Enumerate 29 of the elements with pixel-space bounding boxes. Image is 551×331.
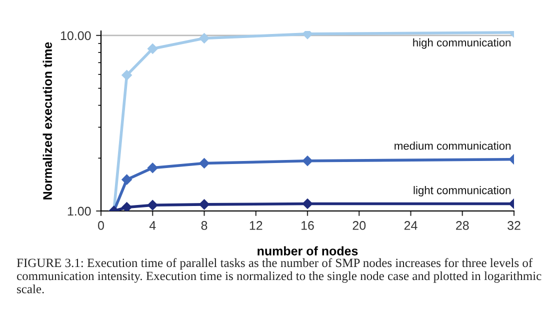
point [302, 156, 313, 166]
point [122, 202, 132, 211]
point [199, 158, 210, 168]
point [122, 70, 132, 80]
point [302, 31, 313, 40]
x-tick-label: 24 [404, 221, 418, 230]
x-tick-label: 16 [302, 221, 314, 230]
x-tick-label: 20 [352, 221, 366, 230]
point [199, 199, 210, 210]
x-tick-label: 28 [456, 221, 469, 230]
y-tick-label: 10.00 [60, 31, 91, 40]
x-tick-label: 32 [508, 221, 520, 230]
point [199, 33, 210, 44]
point [122, 174, 132, 185]
point [302, 198, 313, 209]
series-label: high communication [413, 38, 511, 49]
x-axis-title: number of nodes [258, 246, 358, 256]
series-label: medium communication [394, 142, 511, 150]
point [148, 44, 158, 54]
y-axis-title: Normalized execution time [42, 42, 52, 200]
series-label: light communication [414, 186, 511, 196]
x-tick-label: 8 [201, 221, 208, 230]
y-tick-label: 1.00 [68, 206, 91, 216]
x-tick-label: 4 [149, 221, 156, 230]
x-tick-label: 12 [250, 221, 262, 230]
caption: FIGURE 3.1: Execution time of parallel tasks as the number of SMP nodes increases for three levels of communication intensity. Execution time is normalized to the single node case and plotted in logarithmic scale. [16, 258, 542, 294]
point [148, 162, 158, 174]
x-tick-label: 0 [98, 221, 104, 230]
point [148, 200, 158, 210]
